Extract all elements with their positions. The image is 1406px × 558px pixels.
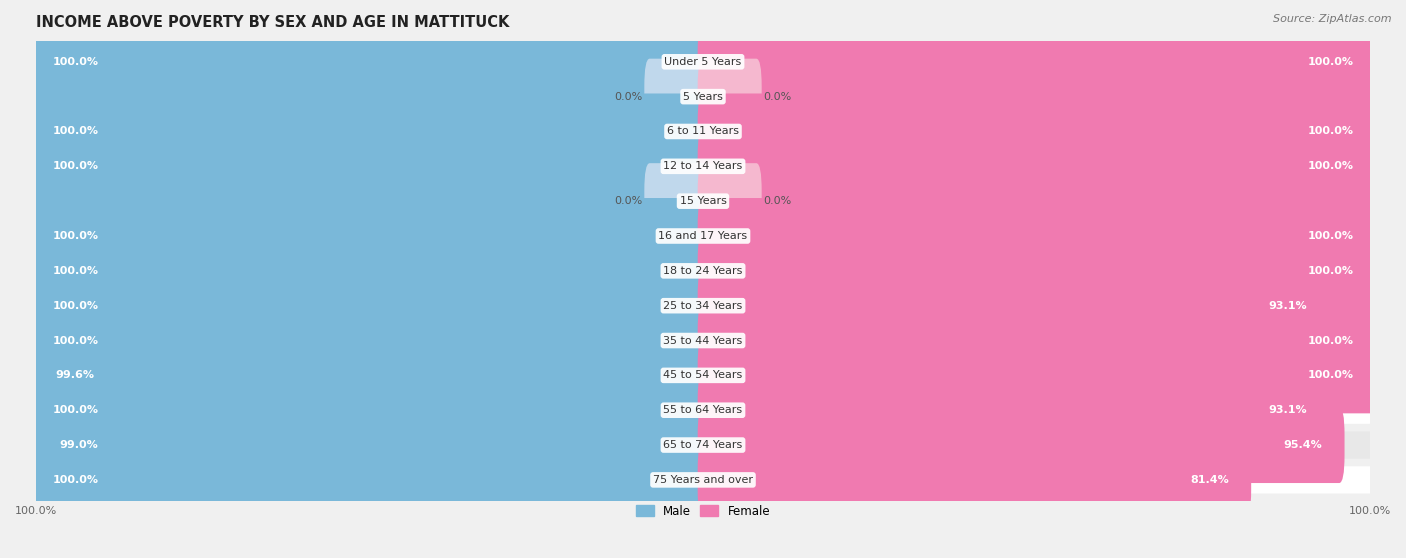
FancyBboxPatch shape: [697, 407, 1344, 483]
FancyBboxPatch shape: [697, 338, 1375, 413]
Legend: Male, Female: Male, Female: [631, 500, 775, 522]
Text: 55 to 64 Years: 55 to 64 Years: [664, 405, 742, 415]
FancyBboxPatch shape: [31, 233, 709, 309]
Text: 93.1%: 93.1%: [1268, 301, 1308, 311]
Text: 100.0%: 100.0%: [1308, 231, 1353, 241]
FancyBboxPatch shape: [37, 362, 1369, 389]
Text: 45 to 54 Years: 45 to 54 Years: [664, 371, 742, 381]
FancyBboxPatch shape: [38, 407, 709, 483]
FancyBboxPatch shape: [697, 59, 762, 134]
FancyBboxPatch shape: [37, 397, 1369, 424]
Text: 100.0%: 100.0%: [1308, 335, 1353, 345]
FancyBboxPatch shape: [37, 223, 1369, 249]
FancyBboxPatch shape: [37, 83, 1369, 110]
FancyBboxPatch shape: [37, 187, 1369, 215]
Text: 81.4%: 81.4%: [1191, 475, 1229, 485]
FancyBboxPatch shape: [37, 431, 1369, 459]
FancyBboxPatch shape: [697, 24, 1375, 100]
Text: 100.0%: 100.0%: [1308, 57, 1353, 67]
Text: Source: ZipAtlas.com: Source: ZipAtlas.com: [1274, 14, 1392, 24]
Text: 100.0%: 100.0%: [53, 161, 98, 171]
Text: 35 to 44 Years: 35 to 44 Years: [664, 335, 742, 345]
Text: 6 to 11 Years: 6 to 11 Years: [666, 127, 740, 137]
Text: 75 Years and over: 75 Years and over: [652, 475, 754, 485]
Text: 100.0%: 100.0%: [53, 266, 98, 276]
Text: 100.0%: 100.0%: [53, 335, 98, 345]
Text: 99.6%: 99.6%: [55, 371, 94, 381]
FancyBboxPatch shape: [644, 59, 709, 134]
FancyBboxPatch shape: [37, 118, 1369, 145]
Text: 95.4%: 95.4%: [1284, 440, 1323, 450]
FancyBboxPatch shape: [31, 442, 709, 518]
Text: 0.0%: 0.0%: [614, 92, 643, 102]
FancyBboxPatch shape: [697, 302, 1375, 378]
Text: 100.0%: 100.0%: [53, 301, 98, 311]
FancyBboxPatch shape: [37, 48, 1369, 75]
FancyBboxPatch shape: [34, 338, 709, 413]
FancyBboxPatch shape: [697, 372, 1329, 448]
FancyBboxPatch shape: [697, 233, 1375, 309]
FancyBboxPatch shape: [37, 466, 1369, 493]
Text: 0.0%: 0.0%: [763, 92, 792, 102]
FancyBboxPatch shape: [31, 268, 709, 344]
FancyBboxPatch shape: [644, 163, 709, 239]
Text: 100.0%: 100.0%: [53, 405, 98, 415]
FancyBboxPatch shape: [31, 302, 709, 378]
FancyBboxPatch shape: [697, 442, 1251, 518]
Text: 100.0%: 100.0%: [1308, 266, 1353, 276]
Text: 99.0%: 99.0%: [59, 440, 98, 450]
FancyBboxPatch shape: [31, 372, 709, 448]
Text: 100.0%: 100.0%: [1308, 161, 1353, 171]
Text: 100.0%: 100.0%: [1308, 127, 1353, 137]
FancyBboxPatch shape: [31, 24, 709, 100]
Text: 0.0%: 0.0%: [763, 196, 792, 206]
Text: 100.0%: 100.0%: [53, 475, 98, 485]
Text: 100.0%: 100.0%: [53, 57, 98, 67]
FancyBboxPatch shape: [697, 163, 762, 239]
FancyBboxPatch shape: [697, 94, 1375, 170]
Text: 100.0%: 100.0%: [53, 231, 98, 241]
FancyBboxPatch shape: [37, 153, 1369, 180]
Text: 18 to 24 Years: 18 to 24 Years: [664, 266, 742, 276]
FancyBboxPatch shape: [697, 128, 1375, 204]
Text: 65 to 74 Years: 65 to 74 Years: [664, 440, 742, 450]
Text: 93.1%: 93.1%: [1268, 405, 1308, 415]
Text: 12 to 14 Years: 12 to 14 Years: [664, 161, 742, 171]
FancyBboxPatch shape: [31, 94, 709, 170]
FancyBboxPatch shape: [697, 198, 1375, 274]
FancyBboxPatch shape: [37, 327, 1369, 354]
FancyBboxPatch shape: [37, 257, 1369, 285]
FancyBboxPatch shape: [697, 268, 1329, 344]
Text: 0.0%: 0.0%: [614, 196, 643, 206]
FancyBboxPatch shape: [31, 198, 709, 274]
FancyBboxPatch shape: [31, 128, 709, 204]
FancyBboxPatch shape: [37, 292, 1369, 319]
Text: 16 and 17 Years: 16 and 17 Years: [658, 231, 748, 241]
Text: 25 to 34 Years: 25 to 34 Years: [664, 301, 742, 311]
Text: INCOME ABOVE POVERTY BY SEX AND AGE IN MATTITUCK: INCOME ABOVE POVERTY BY SEX AND AGE IN M…: [37, 15, 509, 30]
Text: 15 Years: 15 Years: [679, 196, 727, 206]
Text: 5 Years: 5 Years: [683, 92, 723, 102]
Text: 100.0%: 100.0%: [1308, 371, 1353, 381]
Text: Under 5 Years: Under 5 Years: [665, 57, 741, 67]
Text: 100.0%: 100.0%: [53, 127, 98, 137]
